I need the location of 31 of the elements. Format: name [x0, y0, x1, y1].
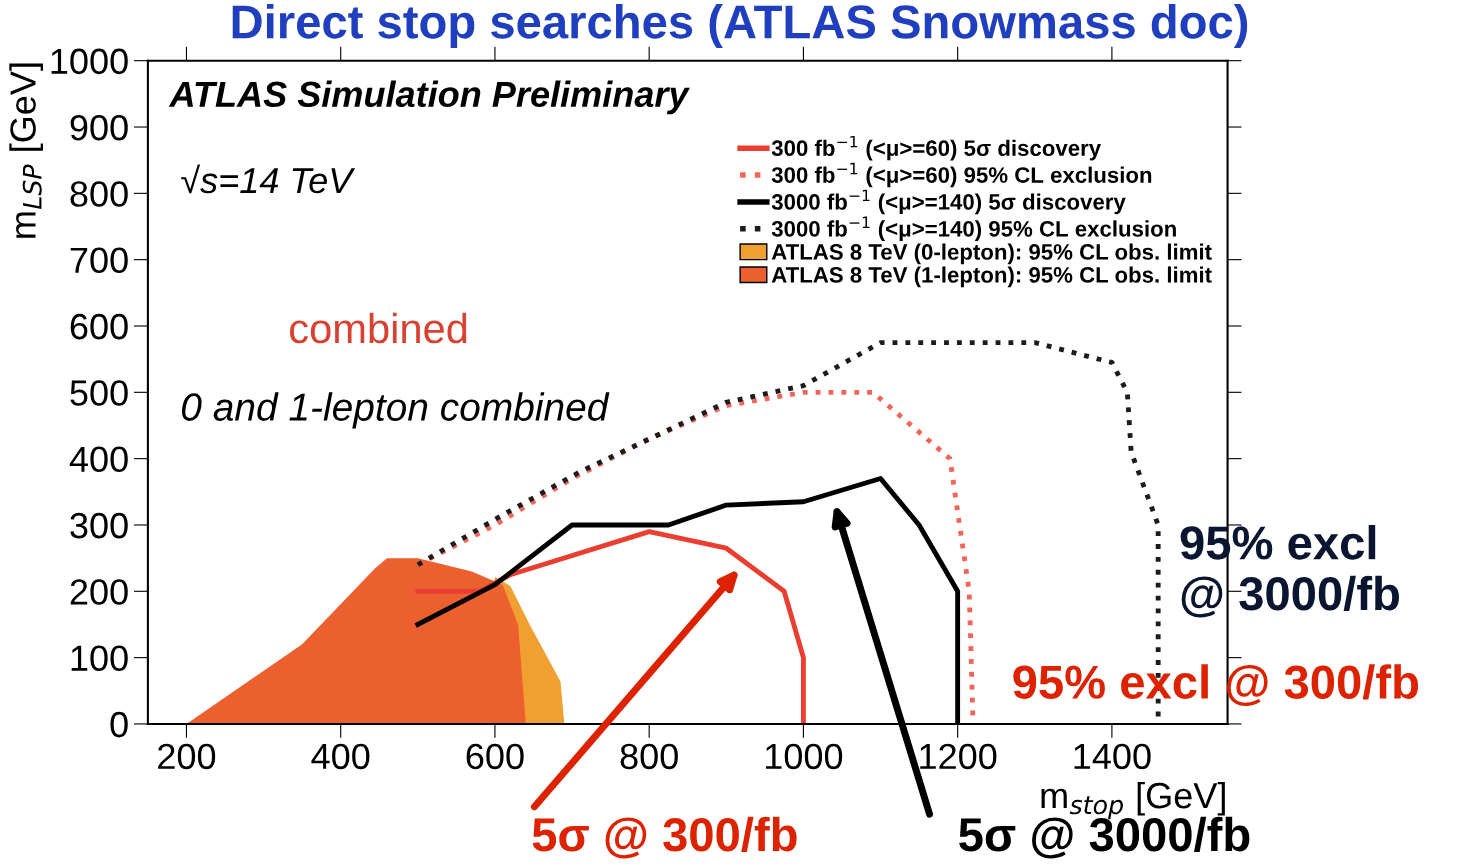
annotation: √s=14 TeV	[181, 164, 356, 194]
y-axis-title: m$_{LSP}$ [GeV]	[9, 63, 43, 238]
y-tick-label: 500	[70, 380, 128, 406]
legend-label: ATLAS 8 TeV (1-lepton): 95% CL obs. limit	[771, 266, 1212, 288]
y-tick-label: 400	[69, 446, 128, 473]
annotation: ATLAS Simulation Preliminary	[168, 80, 691, 115]
y-tick-label: 600	[70, 313, 128, 340]
x-tick-label: 400	[311, 743, 370, 770]
annotation: 0 and 1-lepton combined	[181, 392, 610, 429]
text: 5σ @ 300/fb	[532, 816, 797, 859]
y-tick-label: 200	[70, 579, 128, 605]
y-tick-label: 800	[70, 181, 128, 207]
x-tick-label: 1400	[1074, 743, 1151, 770]
legend-label: 300 fb$^{−1}$ (<μ>=60) 5σ discovery	[771, 135, 1101, 161]
annotation: combined	[290, 312, 467, 344]
legend-label: 300 fb$^{−1}$ (<μ>=60) 95% CL exclusion	[771, 162, 1152, 188]
legend-label: 3000 fb$^{−1}$ (<μ>=140) 95% CL exclusion	[771, 216, 1176, 242]
x-tick-label: 600	[466, 743, 524, 770]
y-tick-label: 300	[70, 512, 128, 539]
x-tick-label: 800	[620, 743, 678, 770]
x-tick-label: 1000	[766, 743, 843, 770]
chart-title: Direct stop searches (ATLAS Snowmass doc)	[232, 4, 1248, 49]
x-tick-label: 1200	[920, 743, 997, 770]
legend-label: ATLAS 8 TeV (0-lepton): 95% CL obs. limit	[771, 243, 1212, 265]
y-tick-label: 700	[70, 247, 128, 274]
y-tick-label: 1000	[51, 48, 128, 75]
x-tick-label: 200	[158, 743, 216, 770]
legend-label: 3000 fb$^{−1}$ (<μ>=140) 5σ discovery	[771, 189, 1126, 215]
y-tick-label: 900	[70, 114, 128, 141]
y-tick-label: 100	[71, 645, 128, 672]
y-tick-label: 0	[110, 711, 128, 738]
